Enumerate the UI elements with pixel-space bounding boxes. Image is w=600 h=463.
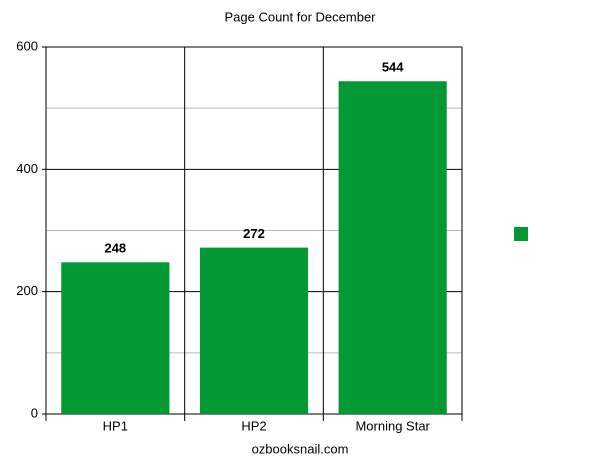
y-tick-label: 600 [16, 38, 38, 53]
bar [199, 247, 309, 414]
x-tick-label: HP2 [241, 418, 266, 433]
y-tick-label: 400 [16, 161, 38, 176]
chart-title: Page Count for December [224, 9, 376, 24]
x-tick-label: Morning Star [355, 418, 430, 433]
x-tick-label: HP1 [103, 418, 128, 433]
value-label: 248 [104, 241, 126, 256]
value-label: 272 [243, 226, 265, 241]
bar [338, 81, 447, 415]
value-label: 544 [382, 60, 404, 75]
bar [61, 262, 170, 414]
x-axis-label: ozbooksnail.com [252, 441, 349, 456]
y-tick-label: 200 [16, 283, 38, 298]
y-tick-label: 0 [31, 405, 38, 420]
legend-swatch [514, 227, 528, 241]
